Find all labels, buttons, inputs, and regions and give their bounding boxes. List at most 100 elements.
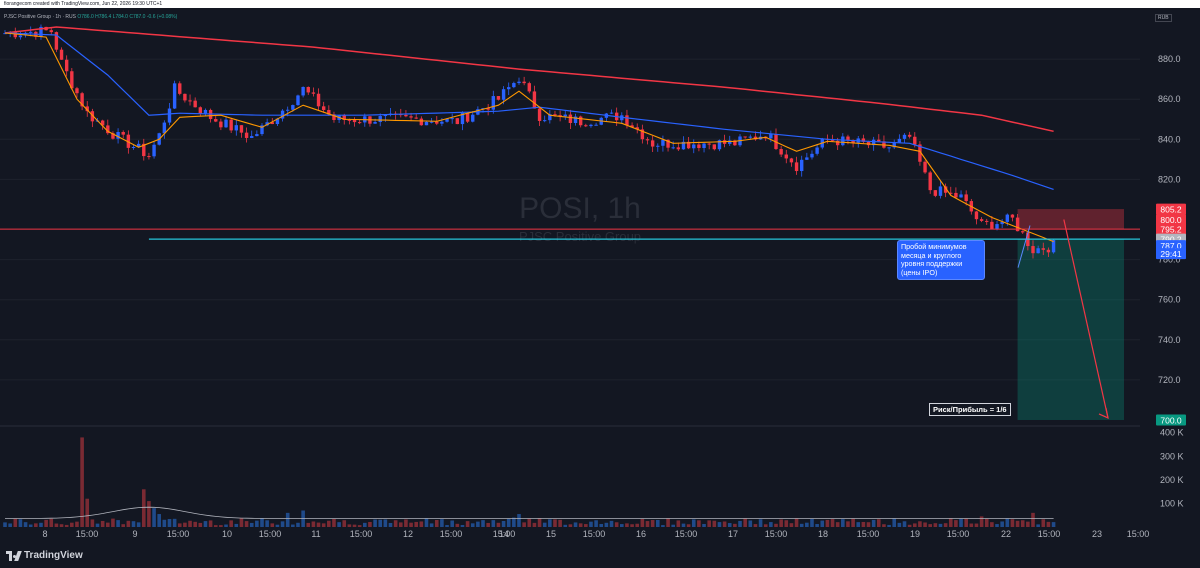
volume-bar <box>347 524 352 527</box>
candle-body <box>692 144 696 149</box>
candle-body <box>316 93 321 107</box>
time-tick-label: 14 <box>499 529 509 539</box>
price-tag-box <box>1156 214 1186 225</box>
symbol-label[interactable]: PJSC Positive Group · 1h · RUS <box>4 14 76 20</box>
price-tick-label: 760.0 <box>1158 295 1181 305</box>
candle-body <box>507 87 511 90</box>
candle-body <box>100 120 105 126</box>
candle-body <box>214 119 218 122</box>
candle-body <box>548 114 552 121</box>
candle-body <box>486 108 490 110</box>
candle-body <box>748 136 752 138</box>
short-position-zones[interactable] <box>1017 209 1124 420</box>
candle-body <box>527 83 531 92</box>
candle-body <box>635 127 639 130</box>
volume-bar <box>984 518 989 527</box>
tradingview-wordmark: TradingView <box>24 550 83 561</box>
volume-bar <box>995 524 999 527</box>
volume-bar <box>763 524 768 527</box>
candle-body <box>589 124 593 127</box>
volume-bar <box>486 522 490 527</box>
price-tick-label: 840.0 <box>1158 134 1181 144</box>
legend[interactable]: PJSC Positive Group · 1h · RUS O786.0 H7… <box>4 14 177 20</box>
candle-body <box>835 140 840 146</box>
annotation-note[interactable]: Пробой минимумов месяца и круглого уровн… <box>897 240 985 280</box>
volume-bar <box>470 523 475 527</box>
time-tick-label: 18 <box>818 529 828 539</box>
candle-body <box>661 139 665 146</box>
volume-bar <box>573 522 578 527</box>
volume-bar <box>44 519 48 527</box>
candle-body <box>702 143 706 149</box>
volume-bar <box>80 437 84 527</box>
candle-body <box>625 115 629 126</box>
volume-bar <box>743 518 747 527</box>
volume-bar <box>393 520 398 527</box>
volume-bar <box>255 520 259 527</box>
candle-body <box>306 87 310 93</box>
candle-body <box>131 146 136 148</box>
volume-bar <box>183 522 187 527</box>
volume-bar <box>697 520 701 527</box>
volume-moving-average <box>5 506 1054 519</box>
candle-body <box>90 111 95 122</box>
time-tick-label: 15:00 <box>1127 529 1150 539</box>
volume-bar <box>357 525 362 527</box>
price-tick-label: 820.0 <box>1158 174 1181 184</box>
volume-bar <box>54 523 59 527</box>
volume-bars <box>3 437 1056 527</box>
candle-body <box>943 186 948 193</box>
profit-zone <box>1017 239 1124 420</box>
candle-body <box>1051 240 1056 253</box>
volume-bar <box>691 519 696 527</box>
volume-bar <box>162 519 167 527</box>
volume-bar <box>291 524 295 527</box>
horizontal-levels[interactable] <box>0 228 1140 240</box>
candle-body <box>712 144 717 150</box>
volume-bar <box>815 524 819 527</box>
volume-bar <box>990 522 994 527</box>
candle-body <box>152 144 156 157</box>
volume-bar <box>943 523 948 527</box>
candle-body <box>1036 248 1040 254</box>
candle-body <box>676 147 681 150</box>
volume-bar <box>147 501 151 527</box>
candle-body <box>70 71 74 89</box>
candle-body <box>75 88 79 94</box>
volume-tick-label: 300 K <box>1160 451 1184 461</box>
volume-bar <box>378 519 383 527</box>
candle-body <box>501 89 506 100</box>
currency-badge[interactable]: RUB <box>1155 14 1172 22</box>
time-tick-label: 15:00 <box>765 529 788 539</box>
candle-body <box>270 122 274 125</box>
candle-body <box>239 125 244 133</box>
volume-bar <box>892 518 897 527</box>
time-tick-label: 15:00 <box>493 529 516 539</box>
volume-bar <box>13 518 18 527</box>
candle-body <box>805 157 809 160</box>
volume-bar <box>661 525 665 527</box>
candle-body <box>877 139 881 142</box>
candle-body <box>378 116 382 123</box>
volume-bar <box>964 518 968 527</box>
candle-body <box>13 32 17 38</box>
volume-bar <box>959 518 963 527</box>
volume-bar <box>188 520 192 527</box>
time-tick-label: 15:00 <box>259 529 282 539</box>
risk-reward-label[interactable]: Риск/Прибыль = 1/6 <box>929 403 1011 416</box>
candle-body <box>193 100 197 108</box>
volume-bar <box>522 522 526 527</box>
candle-body <box>357 122 362 124</box>
volume-bar <box>460 525 465 527</box>
tradingview-logo[interactable]: TradingView <box>6 550 83 561</box>
volume-bar <box>594 520 598 527</box>
candle-body <box>167 108 172 123</box>
candle-body <box>985 220 989 222</box>
candle-body <box>578 116 583 126</box>
volume-bar <box>1036 524 1040 527</box>
candle-body <box>907 134 912 137</box>
target-arrow[interactable] <box>1017 219 1109 420</box>
candle-body <box>440 121 444 124</box>
candle-body <box>681 141 686 150</box>
